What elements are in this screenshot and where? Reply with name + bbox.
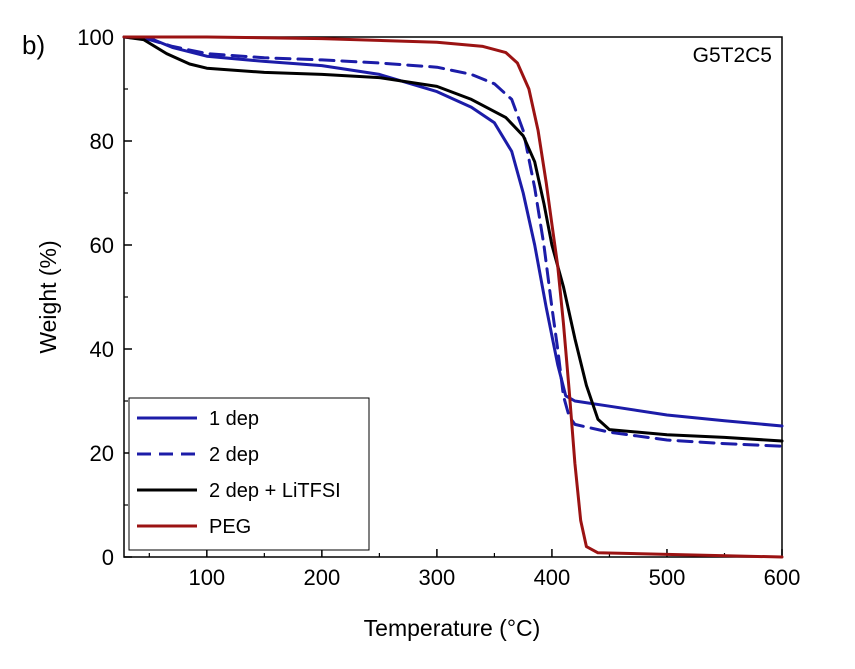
x-axis: 100 200 300 400 500 600 xyxy=(148,549,801,590)
y-tick-label: 20 xyxy=(90,441,114,466)
series-layer xyxy=(122,35,784,559)
y-tick-label: 0 xyxy=(102,545,114,570)
y-tick-label: 100 xyxy=(77,25,114,50)
series-line-1 xyxy=(122,35,784,448)
sample-annotation: G5T2C5 xyxy=(693,44,772,67)
x-tick-label: 100 xyxy=(188,565,225,590)
legend-label-3: PEG xyxy=(209,516,251,538)
series-line-3 xyxy=(122,35,784,559)
x-tick-label: 400 xyxy=(534,565,571,590)
x-tick-label: 200 xyxy=(304,565,341,590)
series-line-2 xyxy=(122,35,784,443)
y-axis-title: Weight (%) xyxy=(35,240,61,353)
series-line-0 xyxy=(122,35,784,428)
y-tick-label: 60 xyxy=(90,233,114,258)
x-tick-label: 500 xyxy=(649,565,686,590)
x-axis-title: Temperature (°C) xyxy=(364,615,541,641)
x-tick-label: 300 xyxy=(419,565,456,590)
legend-label-0: 1 dep xyxy=(209,408,259,430)
x-tick-label: 600 xyxy=(764,565,801,590)
y-axis: 0 20 40 60 80 100 xyxy=(77,25,132,570)
legend: 1 dep 2 dep 2 dep + LiTFSI PEG xyxy=(128,397,370,551)
panel-label: b) xyxy=(22,30,45,60)
y-tick-label: 80 xyxy=(90,129,114,154)
y-tick-label: 40 xyxy=(90,337,114,362)
legend-label-2: 2 dep + LiTFSI xyxy=(209,480,341,502)
legend-label-1: 2 dep xyxy=(209,444,259,466)
